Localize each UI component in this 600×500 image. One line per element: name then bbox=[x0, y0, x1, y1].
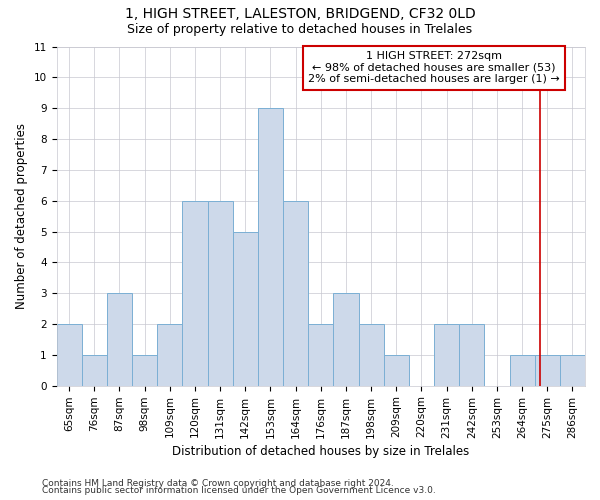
Text: Contains HM Land Registry data © Crown copyright and database right 2024.: Contains HM Land Registry data © Crown c… bbox=[42, 478, 394, 488]
Bar bbox=[509, 355, 535, 386]
Bar bbox=[535, 355, 560, 386]
Y-axis label: Number of detached properties: Number of detached properties bbox=[15, 123, 28, 309]
Bar bbox=[208, 200, 233, 386]
Text: 1, HIGH STREET, LALESTON, BRIDGEND, CF32 0LD: 1, HIGH STREET, LALESTON, BRIDGEND, CF32… bbox=[125, 8, 475, 22]
Bar bbox=[459, 324, 484, 386]
Text: 1 HIGH STREET: 272sqm
← 98% of detached houses are smaller (53)
2% of semi-detac: 1 HIGH STREET: 272sqm ← 98% of detached … bbox=[308, 51, 560, 84]
Bar bbox=[107, 293, 132, 386]
Bar bbox=[359, 324, 383, 386]
Bar bbox=[258, 108, 283, 386]
Bar bbox=[334, 293, 359, 386]
Bar bbox=[182, 200, 208, 386]
Bar bbox=[157, 324, 182, 386]
Bar bbox=[434, 324, 459, 386]
Bar bbox=[560, 355, 585, 386]
Bar bbox=[56, 324, 82, 386]
Bar bbox=[132, 355, 157, 386]
Text: Contains public sector information licensed under the Open Government Licence v3: Contains public sector information licen… bbox=[42, 486, 436, 495]
Text: Size of property relative to detached houses in Trelales: Size of property relative to detached ho… bbox=[127, 22, 473, 36]
Bar bbox=[82, 355, 107, 386]
X-axis label: Distribution of detached houses by size in Trelales: Distribution of detached houses by size … bbox=[172, 444, 469, 458]
Bar bbox=[383, 355, 409, 386]
Bar bbox=[308, 324, 334, 386]
Bar bbox=[283, 200, 308, 386]
Bar bbox=[233, 232, 258, 386]
